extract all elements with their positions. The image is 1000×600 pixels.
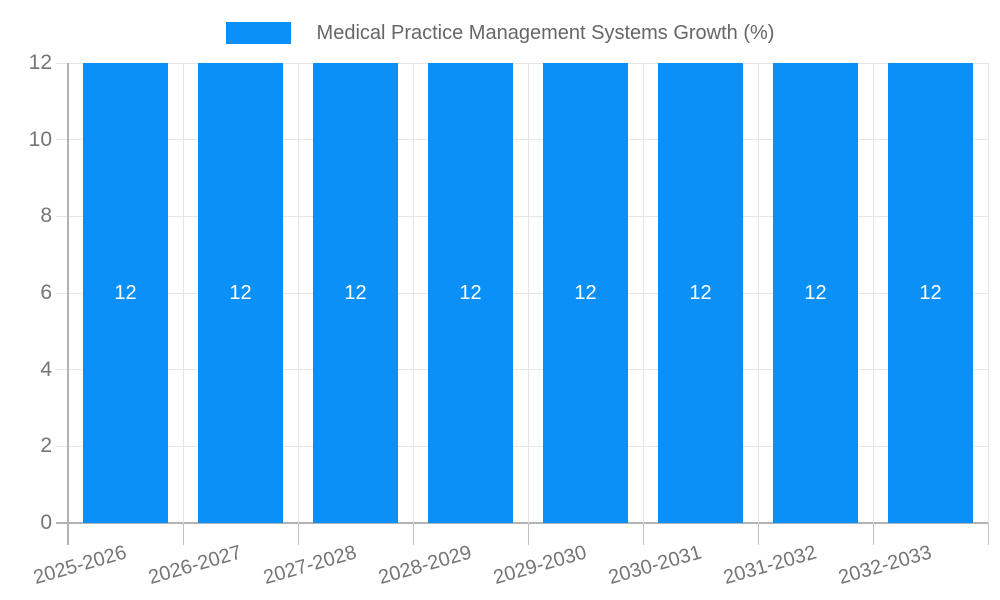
- x-tick-mark: [873, 523, 874, 545]
- x-gridline: [873, 63, 874, 523]
- x-tick-mark: [643, 523, 644, 545]
- y-tick-label: 8: [40, 204, 52, 228]
- bar-value-label: 12: [919, 282, 942, 304]
- bar-value-label: 12: [114, 282, 137, 304]
- y-gridline: [56, 62, 988, 64]
- bar-value-label: 12: [459, 282, 482, 304]
- legend[interactable]: Medical Practice Management Systems Grow…: [0, 18, 1000, 48]
- x-gridline: [988, 63, 989, 523]
- x-axis-baseline: [56, 522, 988, 524]
- x-gridline: [298, 63, 299, 523]
- bar-2026-2027[interactable]: [198, 63, 283, 523]
- y-axis-line: [67, 63, 69, 545]
- bar-2032-2033[interactable]: [888, 63, 973, 523]
- x-gridline: [643, 63, 644, 523]
- bar-2028-2029[interactable]: [428, 63, 513, 523]
- x-gridline: [528, 63, 529, 523]
- x-tick-mark: [758, 523, 759, 545]
- legend-label: Medical Practice Management Systems Grow…: [316, 21, 775, 44]
- x-tick-mark: [528, 523, 529, 545]
- x-tick-mark: [413, 523, 414, 545]
- bar-2025-2026[interactable]: [83, 63, 168, 523]
- bar-value-label: 12: [804, 282, 827, 304]
- y-tick-label: 2: [40, 434, 52, 458]
- x-gridline: [413, 63, 414, 523]
- bar-2030-2031[interactable]: [658, 63, 743, 523]
- x-gridline: [183, 63, 184, 523]
- y-tick-label: 0: [40, 511, 52, 534]
- x-tick-mark: [988, 523, 989, 545]
- bar-2027-2028[interactable]: [313, 63, 398, 523]
- legend-swatch: [225, 22, 291, 44]
- y-tick-label: 4: [40, 357, 52, 381]
- bar-2031-2032[interactable]: [773, 63, 858, 523]
- x-tick-mark: [298, 523, 299, 545]
- y-gridline: [56, 215, 988, 217]
- y-gridline: [56, 292, 988, 294]
- y-tick-label: 6: [40, 281, 52, 304]
- y-gridline: [56, 369, 988, 371]
- bar-value-label: 12: [229, 282, 252, 304]
- y-gridline: [56, 139, 988, 141]
- y-tick-label: 12: [28, 51, 52, 74]
- x-gridline: [758, 63, 759, 523]
- bar-value-label: 12: [344, 282, 367, 304]
- y-gridline: [56, 445, 988, 447]
- y-tick-label: 10: [28, 127, 52, 151]
- bar-2029-2030[interactable]: [543, 63, 628, 523]
- bar-value-label: 12: [689, 282, 712, 304]
- bar-value-label: 12: [574, 282, 597, 304]
- x-tick-mark: [183, 523, 184, 545]
